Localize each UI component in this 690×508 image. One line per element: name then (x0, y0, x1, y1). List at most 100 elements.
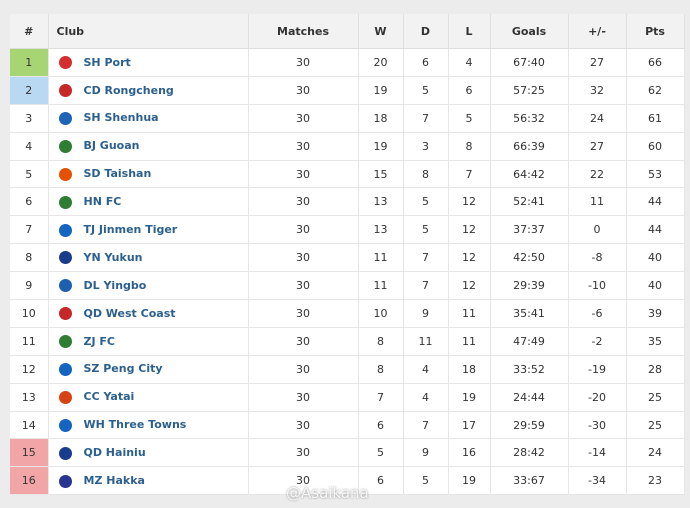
stat-cell: 30 (248, 104, 359, 133)
stat-cell: 30 (248, 299, 359, 328)
stat-cell: 18 (358, 104, 404, 133)
stat-cell: 30 (248, 187, 359, 217)
stat-cell: 30 (248, 132, 359, 161)
stat-cell: 18 (448, 355, 491, 384)
stat-cell: 67:40 (490, 48, 569, 77)
stat-cell: 39 (626, 299, 685, 328)
stat-cell: 64:42 (490, 160, 569, 189)
club-cell: SH Port (48, 48, 249, 77)
stat-cell: 12 (448, 187, 491, 217)
stat-cell: 5 (358, 438, 404, 468)
team-row: 7 TJ Jinmen Tiger 30 13 5 12 37:37 0 44 (10, 215, 685, 245)
club-crest (58, 474, 72, 488)
rank-cell: 5 (10, 160, 49, 189)
team-row: 8 YN Yukun 30 11 7 12 42:50 -8 40 (10, 243, 685, 273)
stat-cell: 11 (568, 187, 627, 217)
club-cell: QD Hainiu (48, 438, 249, 468)
rank-cell: 16 (10, 466, 49, 496)
team-row: 3 SH Shenhua 30 18 7 5 56:32 24 61 (10, 104, 685, 133)
club-name: QD West Coast (83, 306, 176, 320)
team-row: 13 CC Yatai 30 7 4 19 24:44 -20 25 (10, 383, 685, 412)
rank-cell: 7 (10, 215, 49, 245)
club-name: QD Hainiu (83, 446, 146, 460)
club-cell: WH Three Towns (48, 411, 249, 440)
stat-cell: 3 (403, 132, 449, 161)
stat-cell: 17 (448, 411, 491, 440)
stat-cell: 30 (248, 411, 359, 440)
club-name: SD Taishan (83, 167, 152, 181)
club-cell: SZ Peng City (48, 355, 249, 384)
club-cell: MZ Hakka (48, 466, 249, 496)
team-row: 4 BJ Guoan 30 19 3 8 66:39 27 60 (10, 132, 685, 161)
stat-cell: 44 (626, 187, 685, 217)
club-name: CD Rongcheng (83, 83, 174, 97)
stat-cell: 66 (626, 48, 685, 77)
stat-cell: 13 (358, 187, 404, 217)
club-crest (58, 307, 72, 321)
rank-cell: 13 (10, 383, 49, 412)
stat-cell: 19 (448, 383, 491, 412)
stat-cell: 20 (358, 48, 404, 77)
team-row: 2 CD Rongcheng 30 19 5 6 57:25 32 62 (10, 76, 685, 105)
stat-cell: 25 (626, 383, 685, 412)
club-crest (58, 390, 72, 404)
stat-cell: 30 (248, 48, 359, 77)
team-row: 15 QD Hainiu 30 5 9 16 28:42 -14 24 (10, 438, 685, 468)
stat-cell: 56:32 (490, 104, 569, 133)
rank-cell: 6 (10, 187, 49, 217)
club-cell: SH Shenhua (48, 104, 249, 133)
stat-cell: 53 (626, 160, 685, 189)
rank-cell: 8 (10, 243, 49, 273)
club-name: TJ Jinmen Tiger (83, 223, 178, 237)
team-row: 12 SZ Peng City 30 8 4 18 33:52 -19 28 (10, 355, 685, 384)
rank-cell: 14 (10, 411, 49, 440)
stat-cell: 10 (358, 299, 404, 328)
stat-cell: -20 (568, 383, 627, 412)
stat-cell: 7 (403, 104, 449, 133)
stat-cell: 30 (248, 466, 359, 496)
stat-cell: 8 (403, 160, 449, 189)
stat-cell: 11 (403, 327, 449, 356)
stat-cell: -30 (568, 411, 627, 440)
team-row: 5 SD Taishan 30 15 8 7 64:42 22 53 (10, 160, 685, 189)
stat-cell: 28:42 (490, 438, 569, 468)
club-cell: TJ Jinmen Tiger (48, 215, 249, 245)
stat-cell: 9 (403, 438, 449, 468)
stat-cell: 40 (626, 243, 685, 273)
stat-cell: 30 (248, 438, 359, 468)
stat-cell: -6 (568, 299, 627, 328)
club-crest (58, 335, 72, 349)
column-header: D (403, 14, 449, 49)
club-crest (58, 84, 72, 98)
stat-cell: -34 (568, 466, 627, 496)
club-name: HN FC (83, 195, 122, 209)
stat-cell: 62 (626, 76, 685, 105)
club-name: DL Yingbo (83, 278, 147, 292)
column-header: # (10, 14, 49, 49)
rank-cell: 12 (10, 355, 49, 384)
rank-cell: 11 (10, 327, 49, 356)
stat-cell: 24 (626, 438, 685, 468)
stat-cell: 6 (358, 466, 404, 496)
stat-cell: -14 (568, 438, 627, 468)
stat-cell: 12 (448, 243, 491, 273)
club-crest (58, 446, 72, 460)
stat-cell: 30 (248, 160, 359, 189)
rank-cell: 1 (10, 48, 49, 77)
column-header: Club (48, 14, 249, 49)
stat-cell: -2 (568, 327, 627, 356)
stat-cell: 8 (358, 355, 404, 384)
club-name: ZJ FC (83, 334, 116, 348)
rank-cell: 4 (10, 132, 49, 161)
stat-cell: 27 (568, 132, 627, 161)
club-crest (58, 111, 72, 125)
club-crest (58, 223, 72, 237)
stat-cell: 0 (568, 215, 627, 245)
stat-cell: 28 (626, 355, 685, 384)
stat-cell: 6 (448, 76, 491, 105)
stat-cell: 12 (448, 215, 491, 245)
club-crest (58, 167, 72, 181)
team-row: 16 MZ Hakka 30 6 5 19 33:67 -34 23 (10, 466, 685, 496)
club-crest (58, 418, 72, 432)
stat-cell: 16 (448, 438, 491, 468)
